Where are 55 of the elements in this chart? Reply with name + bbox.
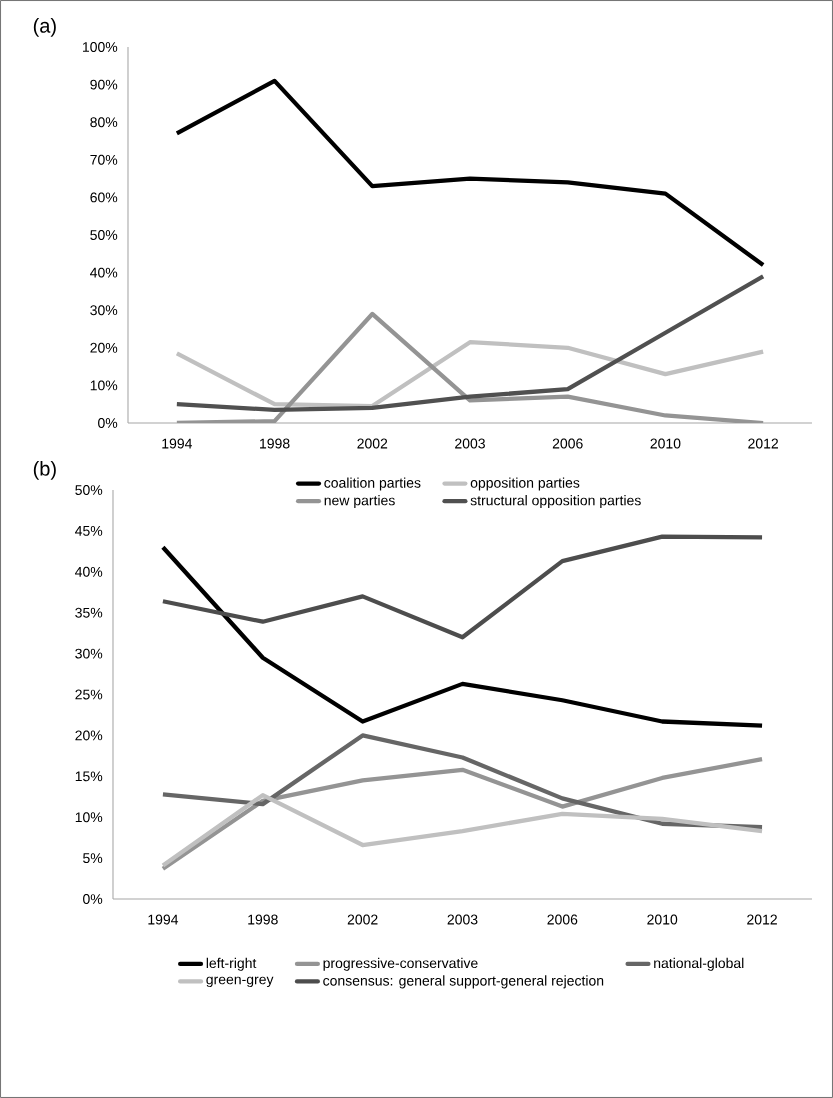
y-tick-label: 10% xyxy=(75,812,103,823)
x-tick-label: 2006 xyxy=(547,914,578,925)
legend-label: consensus: general support-general rejection xyxy=(323,975,604,989)
y-tick-label: 40% xyxy=(90,267,118,278)
x-tick-label: 2012 xyxy=(748,438,778,449)
y-tick-label: 40% xyxy=(75,566,103,577)
chart-title: (b) xyxy=(33,461,56,480)
y-tick-label: 50% xyxy=(75,485,103,495)
chart-title: (a) xyxy=(33,18,56,37)
y-tick-label: 10% xyxy=(90,380,118,391)
legend-label: left-right xyxy=(206,957,257,971)
legend-label: coalition parties xyxy=(324,477,421,491)
x-tick-label: 2010 xyxy=(650,438,681,449)
line-series xyxy=(174,311,766,424)
y-tick-label: 0% xyxy=(98,418,118,428)
y-tick-label: 60% xyxy=(90,192,118,203)
y-tick-label: 50% xyxy=(90,230,118,240)
y-tick-label: 100% xyxy=(82,42,118,52)
y-tick-label: 70% xyxy=(90,154,118,165)
x-tick-label: 2006 xyxy=(552,438,583,449)
x-tick-label: 2010 xyxy=(647,914,678,925)
y-tick-label: 15% xyxy=(75,771,103,782)
legend-label: national-global xyxy=(654,957,744,971)
y-tick-label: 20% xyxy=(90,342,118,353)
y-tick-label: 25% xyxy=(75,689,103,700)
legend-label: opposition parties xyxy=(470,477,580,491)
legend-label: new parties xyxy=(324,495,395,509)
y-tick-label: 0% xyxy=(83,894,103,904)
x-tick-label: 1998 xyxy=(260,438,290,449)
x-tick-label: 2003 xyxy=(447,914,478,925)
x-tick-label: 2002 xyxy=(357,438,388,449)
x-tick-label: 1994 xyxy=(148,914,179,925)
y-tick-label: 80% xyxy=(90,117,118,128)
x-tick-label: 1998 xyxy=(248,914,278,925)
line-series xyxy=(160,534,765,640)
line-series xyxy=(160,792,765,868)
x-tick-label: 2003 xyxy=(455,438,485,449)
legend-label: green-grey xyxy=(206,976,274,988)
y-tick-label: 45% xyxy=(75,526,103,536)
y-tick-label: 20% xyxy=(75,730,103,741)
y-tick-label: 35% xyxy=(75,607,103,618)
line-series xyxy=(160,545,765,728)
x-tick-label: 2002 xyxy=(347,914,378,925)
legend-label: progressive-conservative xyxy=(323,957,478,971)
y-tick-label: 90% xyxy=(90,79,118,90)
line-series xyxy=(174,274,766,412)
line-series xyxy=(174,78,766,268)
y-tick-label: 30% xyxy=(75,648,103,659)
x-tick-label: 2012 xyxy=(747,914,777,925)
x-tick-label: 1994 xyxy=(162,438,192,449)
line-series xyxy=(174,340,766,409)
y-tick-label: 30% xyxy=(90,305,118,316)
line-series xyxy=(160,756,765,871)
y-tick-label: 5% xyxy=(83,853,103,864)
legend-label: structural opposition parties xyxy=(470,495,641,509)
